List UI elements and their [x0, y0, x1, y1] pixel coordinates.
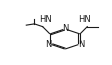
Text: N: N	[46, 40, 52, 49]
Text: HN: HN	[39, 15, 52, 24]
Text: N: N	[78, 40, 84, 49]
Text: HN: HN	[78, 15, 91, 24]
Text: N: N	[62, 24, 68, 33]
